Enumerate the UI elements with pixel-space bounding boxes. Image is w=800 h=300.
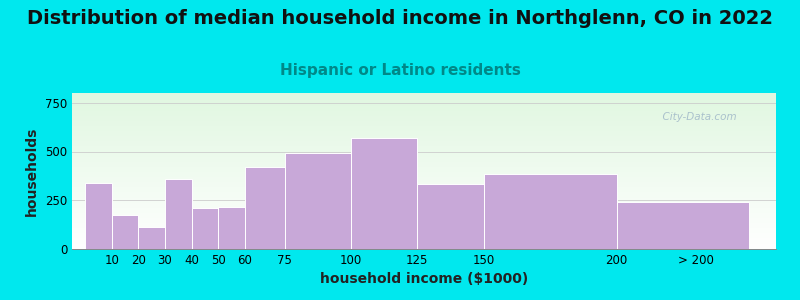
Bar bbox=[617, 202, 750, 249]
Text: City-Data.com: City-Data.com bbox=[656, 112, 737, 122]
Bar bbox=[112, 215, 138, 249]
Text: Distribution of median household income in Northglenn, CO in 2022: Distribution of median household income … bbox=[27, 9, 773, 28]
Bar bbox=[86, 183, 112, 249]
Bar bbox=[138, 226, 165, 249]
Bar bbox=[285, 153, 351, 249]
Bar bbox=[418, 184, 484, 249]
Text: Hispanic or Latino residents: Hispanic or Latino residents bbox=[279, 63, 521, 78]
Bar bbox=[191, 208, 218, 249]
Bar bbox=[218, 207, 245, 249]
X-axis label: household income ($1000): household income ($1000) bbox=[320, 272, 528, 286]
Bar bbox=[165, 179, 191, 249]
Y-axis label: households: households bbox=[26, 126, 39, 216]
Bar bbox=[351, 138, 418, 249]
Bar bbox=[245, 167, 285, 249]
Bar bbox=[484, 174, 617, 249]
